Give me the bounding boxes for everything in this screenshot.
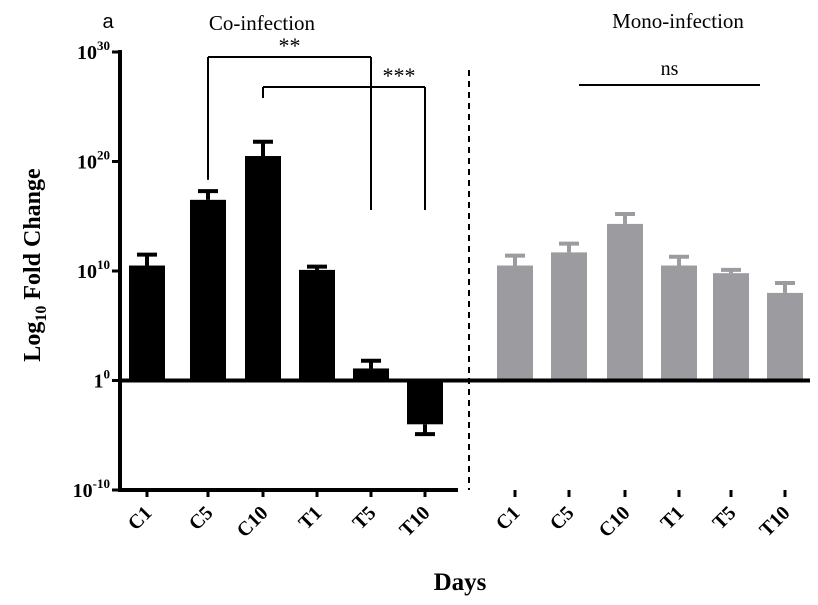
y-tick-label-exponent: -10 xyxy=(93,476,110,491)
y-tick-label-exponent: 0 xyxy=(104,367,111,382)
y-tick-label-base: 1 xyxy=(94,371,104,393)
bar-co-t1 xyxy=(299,269,335,381)
y-tick-label-exponent: 10 xyxy=(97,257,110,272)
y-tick-label-exponent: 30 xyxy=(97,38,110,53)
significance-label: *** xyxy=(383,63,416,88)
annotations-layer: ***** ns xyxy=(207,33,760,210)
x-tick-label: C10 xyxy=(595,502,635,542)
y-tick-label-base: 10 xyxy=(77,152,97,174)
bar-co-c5 xyxy=(190,199,226,381)
bar-mono-t10 xyxy=(767,292,803,381)
bar-mono-c5 xyxy=(551,252,587,381)
bar-mono-t1 xyxy=(661,265,697,381)
x-tick-label: C5 xyxy=(185,502,218,535)
group-title-mono-infection: Mono-infection xyxy=(612,9,744,33)
bar-mono-c10 xyxy=(607,223,643,381)
bar-mono-c1 xyxy=(497,265,533,381)
y-tick-label-base: 10 xyxy=(77,42,97,64)
bar-mono-t5 xyxy=(713,273,749,381)
y-tick-label: 10 xyxy=(94,367,111,393)
x-tick-labels-layer: C1 C5 C10 T1 T5 T10 C1 C5 C10 T1 T5 T10 xyxy=(124,490,795,542)
x-tick-label: T1 xyxy=(656,502,688,534)
y-tick-label-exponent: 20 xyxy=(97,148,110,163)
y-tick-label: 1020 xyxy=(77,148,110,174)
x-tick-label: C5 xyxy=(546,502,579,535)
bar-co-c1 xyxy=(129,265,165,381)
x-tick-label: T10 xyxy=(755,502,794,541)
significance-label: ** xyxy=(279,33,301,58)
y-tick-label: 1010 xyxy=(77,257,110,283)
x-tick-label: C10 xyxy=(233,502,273,542)
x-tick-label: C1 xyxy=(492,502,525,535)
bar-co-t5 xyxy=(353,368,389,381)
x-tick-label: T5 xyxy=(348,502,380,534)
significance-label: ns xyxy=(661,58,679,80)
y-tick-label: 1030 xyxy=(77,38,110,64)
bar-co-t10 xyxy=(407,380,443,425)
y-axis-label-tail: Fold Change xyxy=(20,168,46,306)
x-tick-label: T5 xyxy=(708,502,740,534)
y-axis-label-main: Log xyxy=(20,322,46,362)
x-tick-label: T1 xyxy=(294,502,326,534)
y-tick-label-base: 10 xyxy=(73,480,93,502)
bar-co-c10 xyxy=(245,156,281,381)
x-tick-label: T10 xyxy=(395,502,434,541)
x-tick-label: C1 xyxy=(124,502,157,535)
y-tick-label-base: 10 xyxy=(77,261,97,283)
panel-label: a xyxy=(102,11,114,33)
y-tick-label: 10-10 xyxy=(73,476,110,502)
y-axis-label: Log10 Fold Change xyxy=(20,168,50,362)
bars-layer xyxy=(129,139,803,437)
x-axis-label: Days xyxy=(434,569,487,596)
group-title-co-infection: Co-infection xyxy=(209,11,316,35)
y-axis-label-sub: 10 xyxy=(33,306,50,322)
